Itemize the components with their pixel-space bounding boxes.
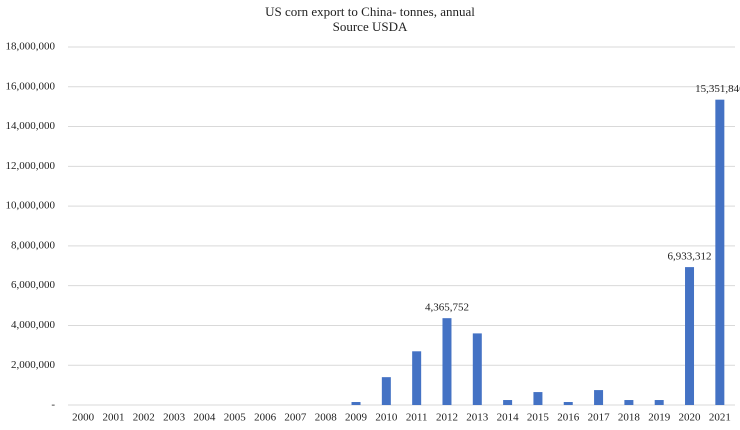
x-tick-label: 2009 bbox=[345, 412, 368, 424]
bar bbox=[442, 318, 452, 405]
x-tick-label: 2016 bbox=[557, 412, 580, 424]
bar bbox=[654, 400, 664, 405]
bar bbox=[533, 392, 543, 405]
y-tick-label: 8,000,000 bbox=[11, 239, 56, 251]
x-tick-label: 2003 bbox=[163, 412, 186, 424]
y-tick-label: - bbox=[51, 399, 55, 411]
x-tick-label: 2004 bbox=[193, 412, 216, 424]
y-tick-label: 10,000,000 bbox=[6, 200, 56, 212]
bar bbox=[381, 377, 391, 405]
bar bbox=[715, 99, 725, 406]
x-tick-label: 2014 bbox=[497, 412, 520, 424]
y-tick-label: 2,000,000 bbox=[11, 359, 56, 371]
x-tick-label: 2013 bbox=[466, 412, 489, 424]
bar bbox=[624, 400, 634, 405]
bar bbox=[503, 400, 513, 405]
bar bbox=[351, 402, 361, 405]
bar bbox=[563, 402, 573, 405]
bar bbox=[472, 333, 482, 405]
x-tick-label: 2006 bbox=[254, 412, 277, 424]
y-tick-label: 16,000,000 bbox=[6, 80, 56, 92]
x-tick-label: 2008 bbox=[315, 412, 338, 424]
bar bbox=[594, 390, 604, 405]
x-tick-label: 2005 bbox=[224, 412, 247, 424]
chart-subtitle: Source USDA bbox=[333, 19, 408, 34]
y-tick-label: 14,000,000 bbox=[6, 120, 56, 132]
x-tick-label: 2002 bbox=[133, 412, 155, 424]
y-tick-label: 12,000,000 bbox=[6, 160, 56, 172]
x-tick-label: 2017 bbox=[588, 412, 611, 424]
y-tick-label: 18,000,000 bbox=[6, 41, 56, 53]
chart-title: US corn export to China- tonnes, annual bbox=[265, 4, 475, 19]
x-tick-label: 2012 bbox=[436, 412, 458, 424]
x-tick-label: 2019 bbox=[648, 412, 671, 424]
bar bbox=[412, 351, 422, 405]
x-tick-label: 2015 bbox=[527, 412, 550, 424]
x-tick-label: 2007 bbox=[284, 412, 307, 424]
bar bbox=[685, 267, 695, 405]
x-tick-label: 2000 bbox=[72, 412, 95, 424]
x-tick-label: 2010 bbox=[375, 412, 398, 424]
data-label: 15,351,846 bbox=[695, 83, 740, 95]
data-label: 4,365,752 bbox=[425, 302, 469, 314]
y-tick-label: 4,000,000 bbox=[11, 319, 56, 331]
x-tick-label: 2001 bbox=[102, 412, 124, 424]
data-label: 6,933,312 bbox=[668, 251, 712, 263]
x-tick-label: 2021 bbox=[709, 412, 731, 424]
x-tick-label: 2020 bbox=[679, 412, 702, 424]
y-tick-label: 6,000,000 bbox=[11, 279, 56, 291]
x-tick-label: 2018 bbox=[618, 412, 641, 424]
x-tick-label: 2011 bbox=[406, 412, 428, 424]
